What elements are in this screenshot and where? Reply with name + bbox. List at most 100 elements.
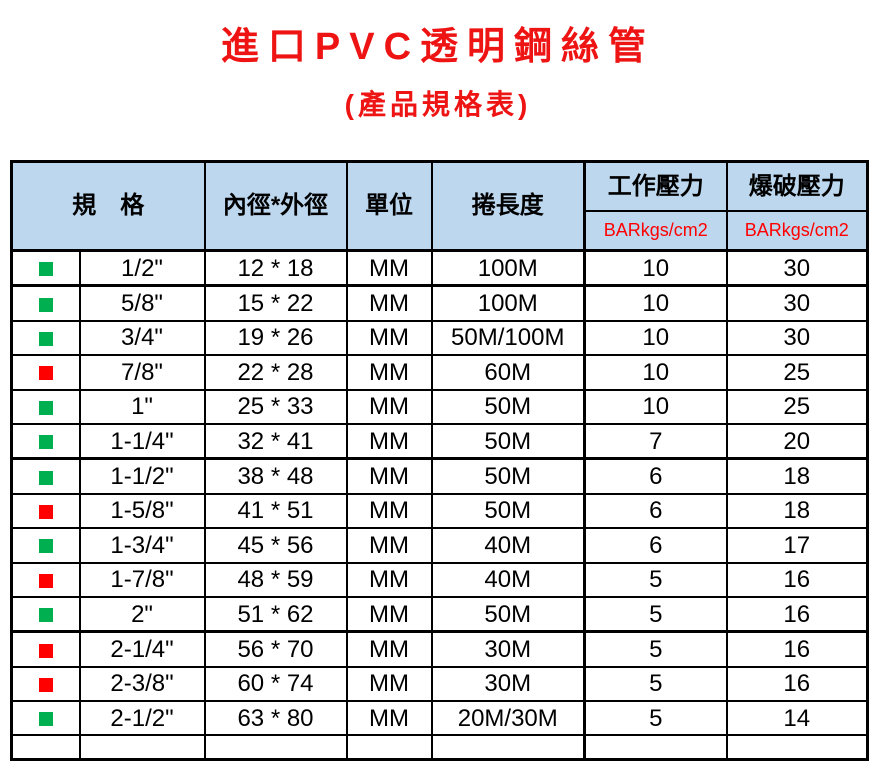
spec-table: 規 格 內徑*外徑 單位 捲長度 工作壓力 爆破壓力 BARkgs/cm2 BA… bbox=[10, 160, 869, 761]
burst-pressure-cell: 17 bbox=[725, 527, 869, 564]
square-bullet-icon bbox=[38, 366, 53, 381]
header-unit: 單位 bbox=[345, 160, 433, 252]
bullet-cell bbox=[10, 492, 81, 530]
burst-pressure-cell: 16 bbox=[725, 665, 869, 703]
header-working-pressure: 工作壓力 bbox=[583, 160, 728, 212]
length-cell: 50M/100M bbox=[430, 319, 586, 357]
header-burst-pressure-unit: BARkgs/cm2 bbox=[725, 210, 869, 252]
size-cell: 2-3/8" bbox=[78, 665, 206, 703]
diameter-cell: 51 * 62 bbox=[203, 595, 348, 634]
square-bullet-icon bbox=[38, 332, 53, 347]
burst-pressure-cell: 25 bbox=[725, 354, 869, 391]
unit-cell: MM bbox=[345, 354, 433, 391]
diameter-cell: 41 * 51 bbox=[203, 492, 348, 530]
burst-pressure-cell: 30 bbox=[725, 249, 869, 288]
unit-cell: MM bbox=[345, 700, 433, 737]
length-cell: 30M bbox=[430, 665, 586, 703]
diameter-cell: 19 * 26 bbox=[203, 319, 348, 357]
unit-cell: MM bbox=[345, 284, 433, 322]
header-working-pressure-unit: BARkgs/cm2 bbox=[583, 210, 728, 252]
length-cell: 50M bbox=[430, 388, 586, 425]
table-row: 5/8" 15 * 22 MM 100M 10 30 bbox=[10, 284, 869, 322]
size-cell: 2-1/4" bbox=[78, 630, 206, 668]
working-pressure-cell: 10 bbox=[583, 249, 728, 288]
size-cell: 2-1/2" bbox=[78, 700, 206, 737]
square-bullet-icon bbox=[38, 608, 53, 623]
table-row: 1/2" 12 * 18 MM 100M 10 30 bbox=[10, 249, 869, 288]
header-length: 捲長度 bbox=[430, 160, 586, 252]
length-cell: 20M/30M bbox=[430, 700, 586, 737]
bullet-cell bbox=[10, 388, 81, 425]
length-cell: 60M bbox=[430, 354, 586, 391]
working-pressure-cell: 5 bbox=[583, 700, 728, 737]
size-cell: 1" bbox=[78, 388, 206, 425]
header-burst-pressure: 爆破壓力 bbox=[725, 160, 869, 212]
length-cell: 100M bbox=[430, 249, 586, 288]
unit-cell: MM bbox=[345, 630, 433, 668]
diameter-cell: 60 * 74 bbox=[203, 665, 348, 703]
burst-pressure-cell: 14 bbox=[725, 700, 869, 737]
bullet-cell bbox=[10, 630, 81, 668]
square-bullet-icon bbox=[38, 470, 53, 485]
table-body: 1/2" 12 * 18 MM 100M 10 30 5/8" 15 * 22 MM 100M 10… bbox=[10, 249, 869, 761]
diameter-cell: 38 * 48 bbox=[203, 457, 348, 495]
burst-pressure-cell: 20 bbox=[725, 422, 869, 461]
table-row: 1-1/4" 32 * 41 MM 50M 7 20 bbox=[10, 422, 869, 461]
working-pressure-cell: 7 bbox=[583, 422, 728, 461]
square-bullet-icon bbox=[38, 677, 53, 692]
unit-cell: MM bbox=[345, 561, 433, 598]
unit-cell: MM bbox=[345, 422, 433, 461]
bullet-cell bbox=[10, 527, 81, 564]
table-row: 1-5/8" 41 * 51 MM 50M 6 18 bbox=[10, 492, 869, 530]
burst-pressure-cell: 16 bbox=[725, 561, 869, 598]
square-bullet-icon bbox=[38, 297, 53, 312]
burst-pressure-cell: 30 bbox=[725, 284, 869, 322]
length-cell: 50M bbox=[430, 595, 586, 634]
table-row: 7/8" 22 * 28 MM 60M 10 25 bbox=[10, 354, 869, 391]
size-cell: 1-7/8" bbox=[78, 561, 206, 598]
table-header: 規 格 內徑*外徑 單位 捲長度 工作壓力 爆破壓力 BARkgs/cm2 BA… bbox=[10, 160, 869, 252]
table-row: 1-1/2" 38 * 48 MM 50M 6 18 bbox=[10, 457, 869, 495]
length-cell: 30M bbox=[430, 630, 586, 668]
burst-pressure-cell: 30 bbox=[725, 319, 869, 357]
burst-pressure-cell: 18 bbox=[725, 457, 869, 495]
working-pressure-cell: 6 bbox=[583, 527, 728, 564]
square-bullet-icon bbox=[38, 643, 53, 658]
diameter-cell: 12 * 18 bbox=[203, 249, 348, 288]
size-cell: 1-3/4" bbox=[78, 527, 206, 564]
working-pressure-cell: 10 bbox=[583, 284, 728, 322]
bullet-cell bbox=[10, 457, 81, 495]
working-pressure-cell: 5 bbox=[583, 561, 728, 598]
burst-pressure-cell: 25 bbox=[725, 388, 869, 425]
square-bullet-icon bbox=[38, 435, 53, 450]
bullet-cell bbox=[10, 700, 81, 737]
working-pressure-cell: 6 bbox=[583, 492, 728, 530]
square-bullet-icon bbox=[38, 262, 53, 277]
diameter-cell: 32 * 41 bbox=[203, 422, 348, 461]
length-cell: 50M bbox=[430, 492, 586, 530]
size-cell: 5/8" bbox=[78, 284, 206, 322]
diameter-cell: 22 * 28 bbox=[203, 354, 348, 391]
square-bullet-icon bbox=[38, 504, 53, 519]
square-bullet-icon bbox=[38, 539, 53, 554]
burst-pressure-cell: 18 bbox=[725, 492, 869, 530]
burst-pressure-cell: 16 bbox=[725, 630, 869, 668]
bullet-cell bbox=[10, 422, 81, 461]
table-row: 2-1/4" 56 * 70 MM 30M 5 16 bbox=[10, 630, 869, 668]
length-cell: 50M bbox=[430, 422, 586, 461]
table-row: 2" 51 * 62 MM 50M 5 16 bbox=[10, 595, 869, 634]
size-cell: 3/4" bbox=[78, 319, 206, 357]
bullet-cell bbox=[10, 561, 81, 598]
length-cell: 40M bbox=[430, 527, 586, 564]
unit-cell: MM bbox=[345, 492, 433, 530]
bullet-cell bbox=[10, 595, 81, 634]
size-cell: 1-5/8" bbox=[78, 492, 206, 530]
table-row: 3/4" 19 * 26 MM 50M/100M 10 30 bbox=[10, 319, 869, 357]
bullet-cell bbox=[10, 354, 81, 391]
table-row: 1" 25 * 33 MM 50M 10 25 bbox=[10, 388, 869, 425]
working-pressure-cell: 10 bbox=[583, 388, 728, 425]
page-subtitle: (產品規格表) bbox=[344, 89, 532, 120]
unit-cell: MM bbox=[345, 457, 433, 495]
unit-cell: MM bbox=[345, 388, 433, 425]
diameter-cell: 63 * 80 bbox=[203, 700, 348, 737]
